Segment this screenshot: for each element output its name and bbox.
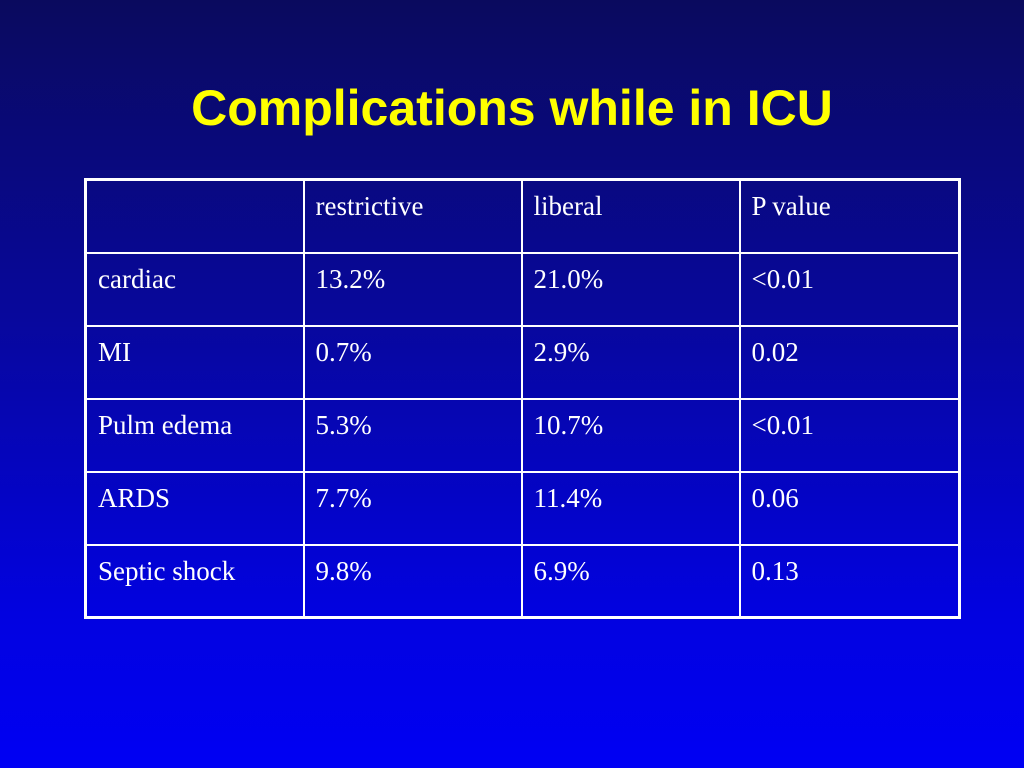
complications-table: restrictive liberal P value cardiac 13.2… <box>84 178 961 619</box>
restrictive-value: 13.2% <box>302 251 523 327</box>
slide-title: Complications while in ICU <box>191 80 833 136</box>
row-label: Pulm edema <box>84 397 305 473</box>
table-row: ARDS 7.7% 11.4% 0.06 <box>84 470 961 546</box>
p-value: 0.06 <box>738 470 961 546</box>
row-label: Septic shock <box>84 543 305 619</box>
header-cell-liberal: liberal <box>520 178 741 254</box>
restrictive-value: 0.7% <box>302 324 523 400</box>
liberal-value: 21.0% <box>520 251 741 327</box>
restrictive-value: 5.3% <box>302 397 523 473</box>
table-header-row: restrictive liberal P value <box>84 178 961 254</box>
table-row: MI 0.7% 2.9% 0.02 <box>84 324 961 400</box>
table-row: Pulm edema 5.3% 10.7% <0.01 <box>84 397 961 473</box>
row-label: cardiac <box>84 251 305 327</box>
table-row: cardiac 13.2% 21.0% <0.01 <box>84 251 961 327</box>
row-label: MI <box>84 324 305 400</box>
p-value: 0.13 <box>738 543 961 619</box>
liberal-value: 6.9% <box>520 543 741 619</box>
table-row: Septic shock 9.8% 6.9% 0.13 <box>84 543 961 619</box>
row-label: ARDS <box>84 470 305 546</box>
header-cell-restrictive: restrictive <box>302 178 523 254</box>
restrictive-value: 9.8% <box>302 543 523 619</box>
p-value: <0.01 <box>738 397 961 473</box>
p-value: 0.02 <box>738 324 961 400</box>
liberal-value: 11.4% <box>520 470 741 546</box>
liberal-value: 2.9% <box>520 324 741 400</box>
header-cell-p-value: P value <box>738 178 961 254</box>
p-value: <0.01 <box>738 251 961 327</box>
liberal-value: 10.7% <box>520 397 741 473</box>
restrictive-value: 7.7% <box>302 470 523 546</box>
header-cell-empty <box>84 178 305 254</box>
